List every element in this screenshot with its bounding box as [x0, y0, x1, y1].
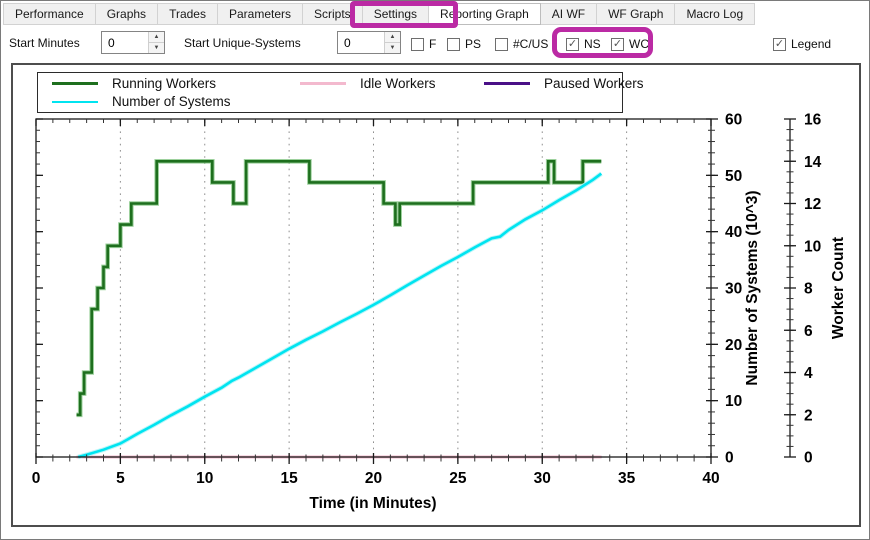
systems-axis-title: Number of Systems (10^3) — [744, 190, 761, 385]
checkbox-ps-label: PS — [465, 37, 482, 51]
svg-text:0: 0 — [804, 450, 813, 467]
checkbox-f-label: F — [429, 37, 437, 51]
checkbox-wc-label: WC — [629, 37, 649, 51]
svg-text:20: 20 — [365, 470, 382, 487]
start-minutes-down-button[interactable]: ▼ — [149, 42, 164, 53]
legend-label-idle-workers: Idle Workers — [360, 75, 436, 91]
tab-macro-log[interactable]: Macro Log — [675, 3, 756, 25]
svg-text:50: 50 — [725, 168, 742, 185]
tab-performance[interactable]: Performance — [3, 3, 96, 25]
checkbox-f-box[interactable] — [411, 37, 424, 51]
svg-text:40: 40 — [725, 224, 742, 241]
checkbox-legend[interactable]: Legend — [773, 37, 831, 51]
tab-wf-graph[interactable]: WF Graph — [597, 3, 676, 25]
start-minutes-up-button[interactable]: ▲ — [149, 32, 164, 42]
svg-text:30: 30 — [725, 281, 742, 298]
checkbox-ps[interactable]: PS — [447, 37, 481, 51]
chart-plot: 0 5 10 15 20 25 30 35 40 0 10 20 30 40 50 60 0 2 4 6 8 10 12 14… — [32, 112, 847, 513]
svg-text:12: 12 — [804, 196, 821, 213]
tab-scripts[interactable]: Scripts — [303, 3, 363, 25]
svg-text:10: 10 — [196, 470, 213, 487]
checkbox-c-us-box[interactable] — [495, 37, 508, 51]
checkbox-wc[interactable]: WC — [611, 37, 649, 51]
svg-text:60: 60 — [725, 112, 742, 129]
start-minutes-spinner[interactable]: ▲ ▼ — [101, 31, 165, 54]
legend-label-running-workers: Running Workers — [112, 75, 217, 91]
checkbox-ns[interactable]: NS — [566, 37, 601, 51]
checkbox-wc-box[interactable] — [611, 37, 624, 51]
tab-trades[interactable]: Trades — [158, 3, 218, 25]
svg-text:30: 30 — [534, 470, 551, 487]
svg-text:10: 10 — [804, 238, 821, 255]
checkbox-ns-label: NS — [584, 37, 601, 51]
idle-workers-line-swatch — [300, 82, 346, 85]
svg-text:10: 10 — [725, 393, 742, 410]
legend-label-paused-workers: Paused Workers — [544, 75, 644, 91]
svg-text:14: 14 — [804, 154, 822, 171]
svg-text:2: 2 — [804, 407, 813, 424]
start-unique-up-button[interactable]: ▲ — [385, 32, 400, 42]
svg-text:8: 8 — [804, 281, 813, 298]
start-unique-systems-label: Start Unique-Systems — [184, 36, 301, 50]
checkbox-legend-box[interactable] — [773, 37, 786, 51]
svg-text:4: 4 — [804, 365, 813, 382]
start-minutes-label: Start Minutes — [9, 36, 80, 50]
tab-parameters[interactable]: Parameters — [217, 3, 303, 25]
number-of-systems-line-swatch — [52, 100, 98, 103]
start-minutes-input[interactable] — [102, 32, 148, 53]
svg-text:0: 0 — [32, 470, 41, 487]
legend-label-number-of-systems: Number of Systems — [112, 94, 231, 110]
checkbox-f[interactable]: F — [411, 37, 436, 51]
toolbar: Start Minutes ▲ ▼ Start Unique-Systems ▲… — [1, 25, 869, 61]
checkbox-ns-box[interactable] — [566, 37, 579, 51]
chart-legend: Running Workers Idle Workers Paused Work… — [37, 72, 644, 113]
legend-item-running-workers: Running Workers — [48, 76, 296, 91]
start-unique-down-button[interactable]: ▼ — [385, 42, 400, 53]
worker-axis-title: Worker Count — [830, 237, 847, 339]
legend-item-paused-workers: Paused Workers — [480, 76, 644, 91]
svg-text:0: 0 — [725, 450, 734, 467]
tab-settings[interactable]: Settings — [362, 3, 430, 25]
paused-workers-line-swatch — [484, 82, 530, 85]
svg-text:6: 6 — [804, 323, 813, 340]
checkbox-legend-label: Legend — [791, 37, 832, 51]
svg-text:40: 40 — [702, 470, 719, 487]
chart-panel: 0 5 10 15 20 25 30 35 40 0 10 20 30 40 50 60 0 2 4 6 8 10 12 14… — [11, 63, 861, 527]
legend-item-number-of-systems: Number of Systems — [48, 94, 296, 109]
running-workers-line-swatch — [52, 81, 98, 85]
tab-reporting-graph[interactable]: Reporting Graph — [429, 3, 541, 25]
svg-text:20: 20 — [725, 337, 742, 354]
tab-ai-wf[interactable]: AI WF — [540, 3, 598, 25]
svg-text:25: 25 — [449, 470, 467, 487]
start-unique-systems-spinner[interactable]: ▲ ▼ — [337, 31, 401, 54]
svg-text:5: 5 — [116, 470, 125, 487]
svg-text:16: 16 — [804, 112, 822, 129]
svg-text:15: 15 — [281, 470, 299, 487]
x-axis-title: Time (in Minutes) — [309, 495, 436, 512]
tab-bar: Performance Graphs Trades Parameters Scr… — [3, 3, 756, 25]
checkbox-c-us-label: #C/US — [513, 37, 549, 51]
start-unique-systems-input[interactable] — [338, 32, 384, 53]
legend-item-idle-workers: Idle Workers — [296, 76, 480, 91]
checkbox-ps-box[interactable] — [447, 37, 460, 51]
checkbox-c-us[interactable]: #C/US — [495, 37, 548, 51]
tab-graphs[interactable]: Graphs — [95, 3, 159, 25]
svg-text:35: 35 — [618, 470, 636, 487]
